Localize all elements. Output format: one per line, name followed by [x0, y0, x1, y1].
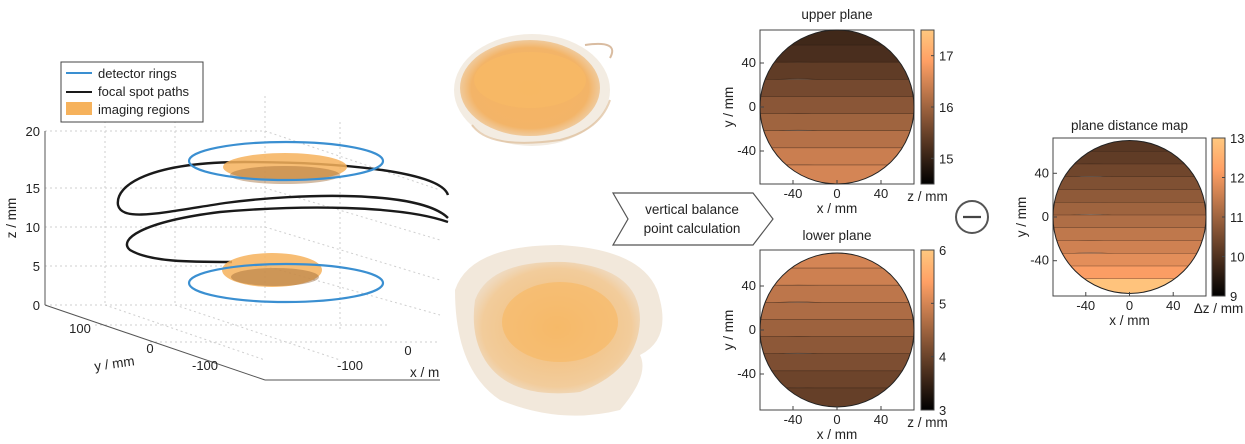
lower-detector-ring — [187, 262, 385, 304]
y-tick-label: 0 — [749, 99, 756, 114]
x-tick-label: 0 — [833, 412, 840, 427]
x-tick-label: 0 — [1126, 298, 1133, 313]
grid-3d — [45, 96, 441, 361]
z-tick: 20 — [26, 124, 40, 139]
z-axis-label: z / mm — [4, 198, 19, 239]
y-tick-label: -40 — [737, 143, 756, 158]
upper-detector-ring — [187, 140, 385, 182]
colorbar-label: z / mm — [907, 189, 948, 204]
x-tick-label: 40 — [1166, 298, 1180, 313]
colorbar-label: z / mm — [907, 415, 948, 430]
x-tick-label: -40 — [784, 412, 803, 427]
y-tick-label: 0 — [749, 322, 756, 337]
volume-render-upper — [454, 34, 614, 146]
legend-swatch-imaging-regions — [66, 102, 92, 115]
chart-title: upper plane — [801, 7, 872, 22]
colorbar-tick-label: 3 — [939, 403, 946, 418]
minus-operator — [955, 200, 989, 234]
colorbar — [920, 249, 935, 411]
x-tick-label: -40 — [1076, 298, 1095, 313]
x-tick-label: 0 — [833, 186, 840, 201]
colorbar-tick-label: 15 — [939, 151, 953, 166]
colorbar-tick-label: 11 — [1230, 210, 1244, 225]
x-tick: 0 — [404, 343, 411, 358]
colorbar-tick-label: 13 — [1230, 131, 1244, 146]
plot-3d: 0 5 10 15 20 z / mm 100 0 -100 y / mm -1… — [4, 61, 450, 381]
y-tick-label: -40 — [1030, 253, 1049, 268]
legend-label: detector rings — [98, 66, 177, 81]
y-axis-label: y / mm — [1014, 197, 1029, 238]
x-tick: -100 — [337, 358, 363, 373]
upper-imaging-region-shadow — [230, 166, 340, 184]
y-tick-label: 40 — [742, 278, 756, 293]
chart-title: lower plane — [802, 228, 871, 243]
volume-render-lower — [455, 245, 663, 416]
y-axis-label: y / mm — [721, 87, 736, 128]
chart-title: plane distance map — [1071, 118, 1188, 133]
z-ticks: 0 5 10 15 20 — [26, 124, 40, 313]
z-tick: 0 — [33, 298, 40, 313]
box-3d — [44, 131, 440, 381]
colorbar-tick-label: 9 — [1230, 289, 1237, 304]
y-tick-label: 0 — [1042, 209, 1049, 224]
x-axis-label: x / mm — [817, 201, 858, 216]
y-tick: -100 — [192, 358, 218, 373]
process-arrow: vertical balance point calculation — [611, 192, 774, 246]
colorbar-tick-label: 17 — [939, 49, 953, 64]
y-tick: 0 — [146, 341, 153, 356]
colorbar-tick-label: 6 — [939, 243, 946, 258]
colorbar-label: Δz / mm — [1194, 301, 1244, 316]
y-tick-label: -40 — [737, 366, 756, 381]
z-tick: 10 — [26, 220, 40, 235]
y-tick-label: 40 — [742, 55, 756, 70]
colorbar-tick-label: 5 — [939, 296, 946, 311]
x-axis-label: x / m — [410, 365, 439, 380]
x-axis-label: x / mm — [817, 427, 858, 442]
colorbar-tick-label: 4 — [939, 350, 946, 365]
z-tick: 5 — [33, 259, 40, 274]
y-tick-label: 40 — [1035, 165, 1049, 180]
legend: detector rings focal spot paths imaging … — [60, 61, 204, 123]
upper-imaging-region — [223, 153, 347, 181]
x-tick-label: -40 — [784, 186, 803, 201]
x-axis-label: x / mm — [1109, 313, 1150, 328]
lower-imaging-region — [222, 253, 322, 287]
contour-bands — [760, 253, 914, 407]
y-tick: 100 — [69, 321, 91, 336]
arrow-text-line1: vertical balance — [645, 202, 739, 217]
y-axis-label: y / mm — [721, 310, 736, 351]
legend-label: focal spot paths — [98, 84, 190, 99]
colorbar-tick-label: 10 — [1230, 250, 1244, 265]
lower-imaging-region-shadow — [231, 268, 319, 286]
x-tick-label: 40 — [874, 186, 888, 201]
colorbar-tick-label: 12 — [1230, 171, 1244, 186]
x-tick-label: 40 — [874, 412, 888, 427]
arrow-text-line2: point calculation — [644, 221, 741, 236]
y-axis-label: y / mm — [93, 353, 135, 373]
legend-label: imaging regions — [98, 102, 190, 117]
colorbar-tick-label: 16 — [939, 100, 953, 115]
z-tick: 15 — [26, 181, 40, 196]
